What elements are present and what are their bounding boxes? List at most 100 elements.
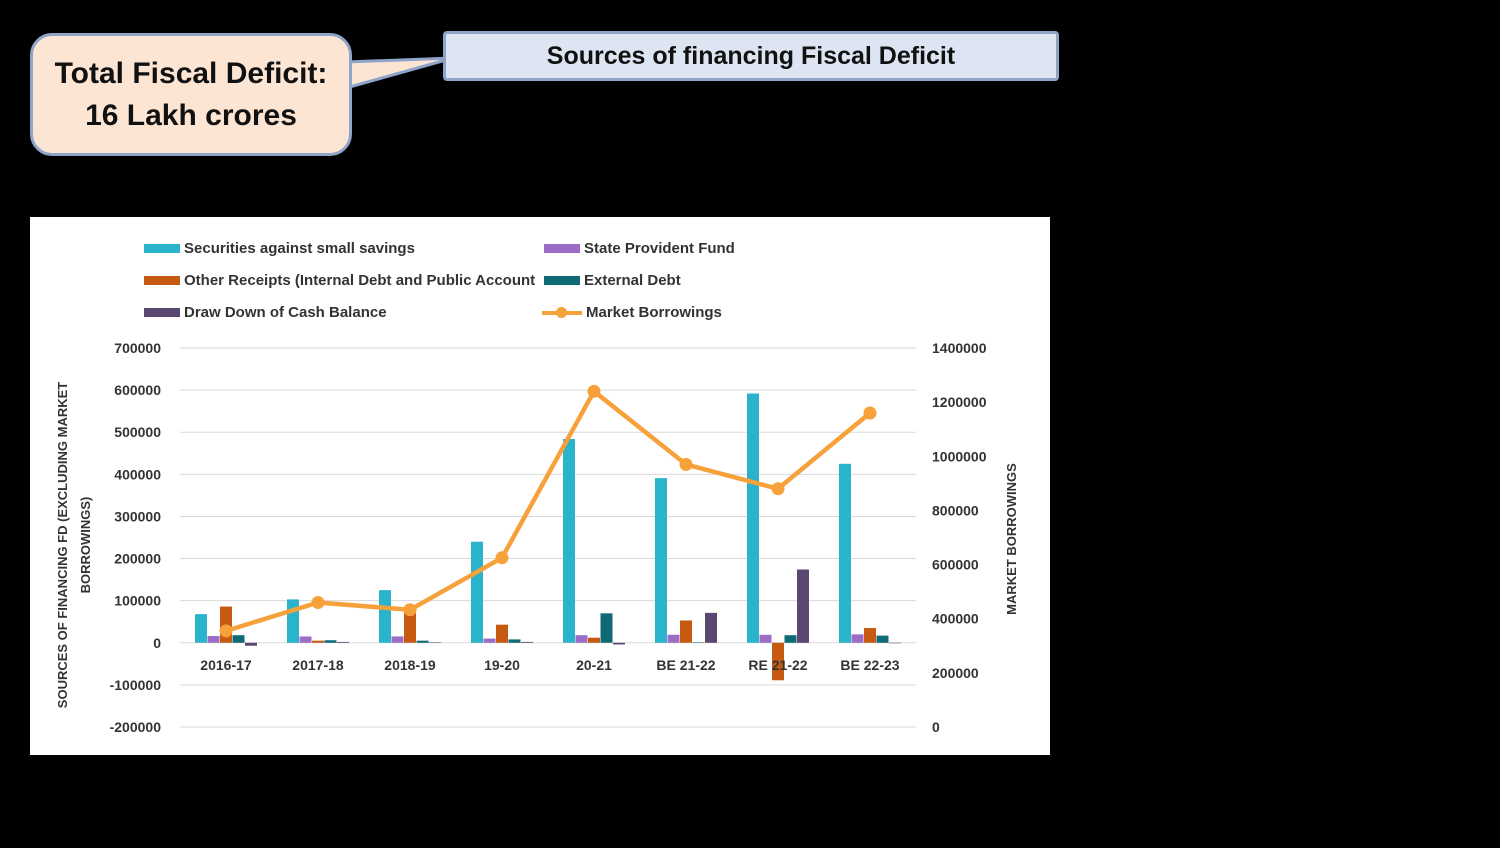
legend-item-external-debt: External Debt	[544, 272, 681, 289]
bar-external-debt-2	[416, 640, 429, 643]
y2-axis-title: MARKET BORROWINGS	[1004, 463, 1019, 615]
legend-swatch-external-debt	[544, 276, 580, 285]
bar-state-pf-6	[759, 634, 772, 643]
y2-tick-label: 1200000	[932, 394, 987, 410]
bar-other-receipts-7	[864, 628, 876, 643]
x-tick-label: BE 21-22	[656, 657, 715, 673]
bar-state-pf-1	[299, 636, 312, 643]
bar-small-savings-5	[655, 478, 667, 643]
y-axis-title: SOURCES OF FINANCING FD (EXCLUDING MARKE…	[55, 382, 93, 709]
bar-small-savings-2	[379, 590, 391, 643]
bar-state-pf-4	[575, 635, 588, 643]
bar-external-debt-5	[692, 642, 705, 643]
chart-header-title: Sources of financing Fiscal Deficit	[546, 41, 956, 70]
y-tick-label: 500000	[114, 424, 161, 440]
bar-other-receipts-1	[312, 640, 324, 643]
bar-other-receipts-4	[588, 637, 600, 643]
bar-state-pf-7	[851, 634, 864, 643]
callout-line-1: Total Fiscal Deficit:	[54, 56, 328, 90]
y-tick-label: 0	[153, 635, 161, 651]
bar-external-debt-3	[508, 639, 521, 643]
bar-other-receipts-2	[404, 612, 416, 643]
y2-tick-label: 400000	[932, 611, 979, 627]
y-tick-label: 300000	[114, 508, 161, 524]
bar-small-savings-7	[839, 463, 851, 643]
chart-plot: 700000 600000 500000 400000 300000 200000 1000…	[55, 340, 1019, 735]
chart-header: Sources of financing Fiscal Deficit	[443, 31, 1059, 81]
y-tick-label: 600000	[114, 382, 161, 398]
y-tick-label: 100000	[114, 593, 161, 609]
market-borrowings-point-6	[771, 482, 785, 496]
bar-state-pf-2	[391, 636, 404, 643]
bar-cash-balance-3	[521, 641, 533, 643]
legend-label-small-savings: Securities against small savings	[184, 240, 415, 257]
market-borrowings-point-7	[863, 406, 877, 420]
callout-line-2: 16 Lakh crores	[85, 98, 297, 132]
bar-cash-balance-4	[613, 642, 625, 645]
legend-swatch-small-savings	[144, 244, 180, 253]
x-tick-label: BE 22-23	[840, 657, 899, 673]
legend-swatch-other-receipts	[144, 276, 180, 285]
y-tick-label: 400000	[114, 466, 161, 482]
x-tick-label: 2017-18	[292, 657, 344, 673]
bar-external-debt-0	[232, 635, 245, 643]
bar-cash-balance-6	[797, 569, 809, 643]
legend-item-cash-balance: Draw Down of Cash Balance	[144, 304, 387, 321]
legend-label-cash-balance: Draw Down of Cash Balance	[184, 304, 387, 321]
y2-tick-label: 600000	[932, 557, 979, 573]
bar-cash-balance-0	[245, 642, 257, 646]
y2-tick-label: 1000000	[932, 448, 987, 464]
market-borrowings-point-4	[587, 384, 601, 398]
chart-legend: Securities against small savings State P…	[30, 217, 1050, 327]
y-tick-label: 700000	[114, 340, 161, 356]
chart-panel: Securities against small savings State P…	[30, 217, 1050, 755]
market-borrowings-point-3	[495, 551, 509, 565]
y2-tick-label: 800000	[932, 502, 979, 518]
legend-label-other-receipts: Other Receipts (Internal Debt and Public…	[184, 272, 536, 289]
market-borrowings-point-1	[311, 595, 325, 609]
y-tick-label: -200000	[110, 719, 162, 735]
bar-state-pf-0	[207, 636, 220, 643]
legend-item-state-pf: State Provident Fund	[544, 240, 735, 257]
bar-small-savings-6	[747, 393, 759, 643]
y2-tick-label: 0	[932, 719, 940, 735]
x-tick-label: 20-21	[576, 657, 612, 673]
market-borrowings-line	[225, 389, 872, 634]
bar-other-receipts-3	[496, 624, 508, 643]
market-borrowings-point-5	[679, 457, 693, 471]
legend-label-state-pf: State Provident Fund	[584, 240, 735, 257]
market-borrowings-point-0	[219, 624, 233, 638]
x-tick-label: 2016-17	[200, 657, 252, 673]
y2-tick-label: 200000	[932, 665, 979, 681]
legend-label-external-debt: External Debt	[584, 272, 681, 289]
bar-external-debt-4	[600, 613, 613, 643]
bar-small-savings-3	[471, 541, 483, 643]
bar-external-debt-7	[876, 635, 889, 643]
total-deficit-callout: Total Fiscal Deficit: 16 Lakh crores	[30, 33, 352, 156]
bar-small-savings-0	[195, 614, 207, 643]
y-tick-label: -100000	[110, 677, 162, 693]
legend-item-small-savings: Securities against small savings	[144, 240, 415, 257]
legend-swatch-cash-balance	[144, 308, 180, 317]
y-tick-label: 200000	[114, 551, 161, 567]
legend-item-other-receipts: Other Receipts (Internal Debt and Public…	[144, 272, 535, 289]
x-tick-label: RE 21-22	[748, 657, 807, 673]
y2-tick-label: 1400000	[932, 340, 987, 356]
bar-external-debt-1	[324, 640, 337, 643]
bar-state-pf-5	[667, 634, 680, 643]
legend-swatch-market-borrowings	[542, 306, 582, 318]
bar-cash-balance-7	[889, 642, 901, 644]
legend-label-market-borrowings: Market Borrowings	[586, 304, 722, 321]
x-tick-label: 2018-19	[384, 657, 436, 673]
bar-cash-balance-5	[705, 612, 717, 643]
bar-cash-balance-2	[429, 642, 441, 643]
x-tick-label: 19-20	[484, 657, 520, 673]
bar-other-receipts-6	[772, 642, 784, 681]
bar-cash-balance-1	[337, 641, 349, 643]
bar-state-pf-3	[483, 638, 496, 643]
bar-small-savings-4	[563, 438, 575, 643]
bar-other-receipts-5	[680, 620, 692, 643]
legend-swatch-state-pf	[544, 244, 580, 253]
bar-external-debt-6	[784, 635, 797, 643]
market-borrowings-point-2	[403, 603, 417, 617]
